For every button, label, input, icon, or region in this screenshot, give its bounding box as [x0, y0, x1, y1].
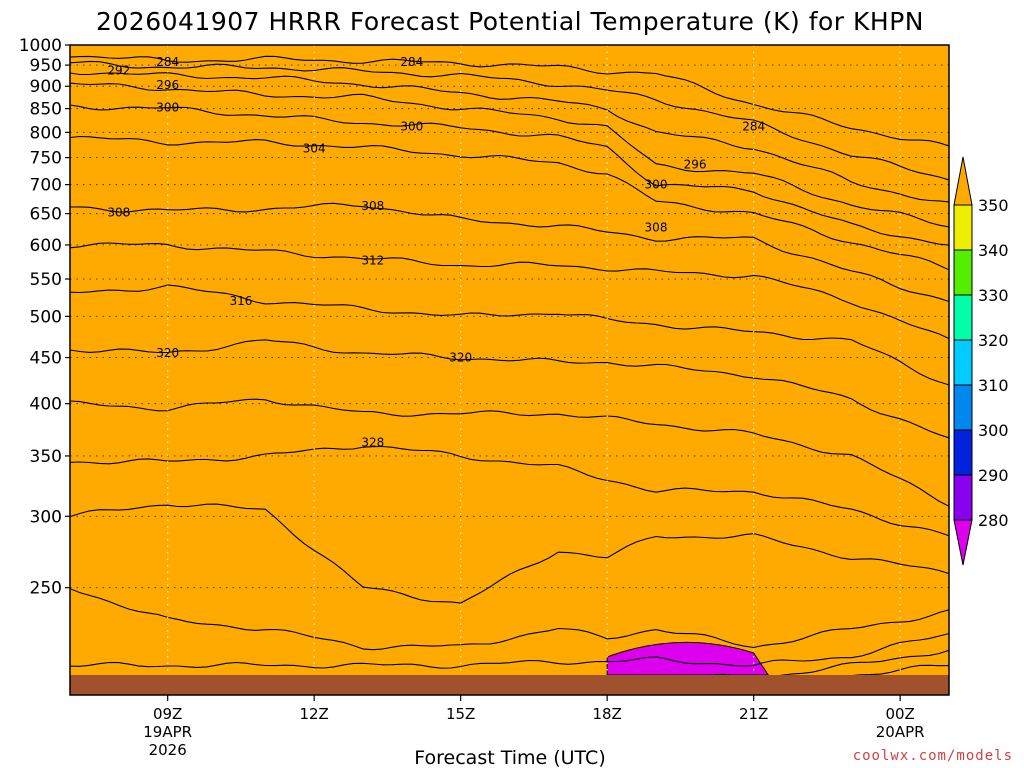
band-pocket-lt280: [606, 641, 769, 675]
colorbar-tick-320: 320: [978, 331, 1009, 350]
y-tick-label-250: 250: [30, 579, 62, 599]
y-tick-label-1000: 1000: [19, 36, 62, 56]
plot-frame: [69, 44, 950, 696]
colorbar: 280 290 300 310 320 330 340 350: [953, 156, 1009, 566]
colorbar-cap-top: [953, 156, 973, 206]
y-tick-label-750: 750: [30, 149, 62, 169]
y-tick-label-550: 550: [30, 270, 62, 290]
y-tick-label-500: 500: [30, 307, 62, 327]
colorbar-tick-290: 290: [978, 466, 1009, 485]
contour-label-284: 284: [742, 120, 765, 134]
y-tick-label-800: 800: [30, 123, 62, 143]
contour-label-308: 308: [361, 199, 384, 213]
isentrope-284: [70, 55, 949, 147]
contour-label-320: 320: [156, 346, 179, 360]
colorbar-tick-340: 340: [978, 241, 1009, 260]
x-tick-label-00Z: 00Z: [885, 705, 914, 723]
isentrope-308: [70, 202, 949, 303]
isentropes: [70, 55, 949, 675]
contour-label-296: 296: [684, 157, 707, 171]
isentrope-288: [70, 60, 949, 181]
contour-labels: 328 320 320 316 312 308 308 308 304 300 300 300 296 2…: [107, 55, 765, 450]
contour-label-304: 304: [303, 141, 326, 155]
isentrope-344: [708, 649, 949, 675]
contour-label-300: 300: [645, 178, 668, 192]
colorbar-box-340: [953, 204, 973, 251]
plot-area: [70, 45, 949, 675]
contour-label-312: 312: [361, 253, 384, 267]
y-tick-label-350: 350: [30, 447, 62, 467]
colorbar-box-330: [953, 249, 973, 296]
contour-label-284: 284: [156, 55, 179, 69]
colorbar-box-280: [953, 474, 973, 521]
isentrope-336: [70, 588, 949, 651]
contour-label-300: 300: [400, 120, 423, 134]
band-350: [70, 45, 949, 675]
x-axis-label: Forecast Time (UTC): [414, 747, 605, 768]
colorbar-box-320: [953, 294, 973, 341]
y-tick-label-600: 600: [30, 236, 62, 256]
colorbar-tick-300: 300: [978, 421, 1009, 440]
y-tick-label-950: 950: [30, 56, 62, 76]
colorbar-tick-350: 350: [978, 196, 1009, 215]
y-tick-label-400: 400: [30, 395, 62, 415]
contour-label-296: 296: [156, 78, 179, 92]
isentrope-312: [70, 242, 949, 340]
credit-link[interactable]: coolwx.com/models: [853, 748, 1013, 764]
x-tick-label-21Z: 21Z: [739, 705, 768, 723]
x-tick-sublabel-2026: 2026: [149, 741, 187, 759]
contour-label-292: 292: [107, 63, 130, 77]
contour-label-300: 300: [156, 101, 179, 115]
x-tick-label-15Z: 15Z: [446, 705, 475, 723]
y-tick-label-450: 450: [30, 349, 62, 369]
colorbar-box-290: [953, 429, 973, 476]
x-tick-label-09Z: 09Z: [153, 705, 182, 723]
y-tick-label-900: 900: [30, 77, 62, 97]
isentrope-316: [70, 284, 949, 386]
colorbar-box-310: [953, 339, 973, 386]
x-tick-label-12Z: 12Z: [299, 705, 328, 723]
x-tick-label-18Z: 18Z: [592, 705, 621, 723]
contour-label-328: 328: [361, 436, 384, 450]
contour-label-284: 284: [400, 55, 423, 69]
grid-lines: [70, 45, 949, 675]
isentrope-328: [70, 445, 949, 537]
colorbar-cap-bottom: [953, 519, 973, 566]
isentrope-324: [70, 398, 949, 507]
shaded-bands: [70, 45, 949, 675]
contour-label-320: 320: [449, 351, 472, 365]
y-tick-label-700: 700: [30, 176, 62, 196]
x-tick-sublabel-19APR: 19APR: [143, 723, 192, 741]
isentrope-340: [70, 633, 949, 669]
y-tick-label-850: 850: [30, 100, 62, 120]
contour-label-308: 308: [107, 205, 130, 219]
colorbar-box-300: [953, 384, 973, 431]
isentrope-304: [70, 135, 949, 271]
colorbar-tick-330: 330: [978, 286, 1009, 305]
isentrope-300: [70, 104, 949, 246]
isentrope-320: [70, 339, 949, 439]
y-tick-label-650: 650: [30, 205, 62, 225]
contour-label-316: 316: [229, 294, 252, 308]
isentrope-296: [70, 82, 949, 228]
contour-label-308: 308: [645, 221, 668, 235]
y-axis: 250 300 350 400 450 500 550 600 650 700 750 800 850 9…: [19, 36, 70, 599]
chart-title: 2026041907 HRRR Forecast Potential Tempe…: [96, 7, 924, 36]
isentrope-332: [70, 503, 949, 604]
colorbar-tick-280: 280: [978, 511, 1009, 530]
y-tick-label-300: 300: [30, 507, 62, 527]
isentrope-292: [70, 72, 949, 203]
x-tick-sublabel-20APR: 20APR: [876, 723, 925, 741]
ground-strip: [70, 675, 949, 695]
colorbar-tick-310: 310: [978, 376, 1009, 395]
